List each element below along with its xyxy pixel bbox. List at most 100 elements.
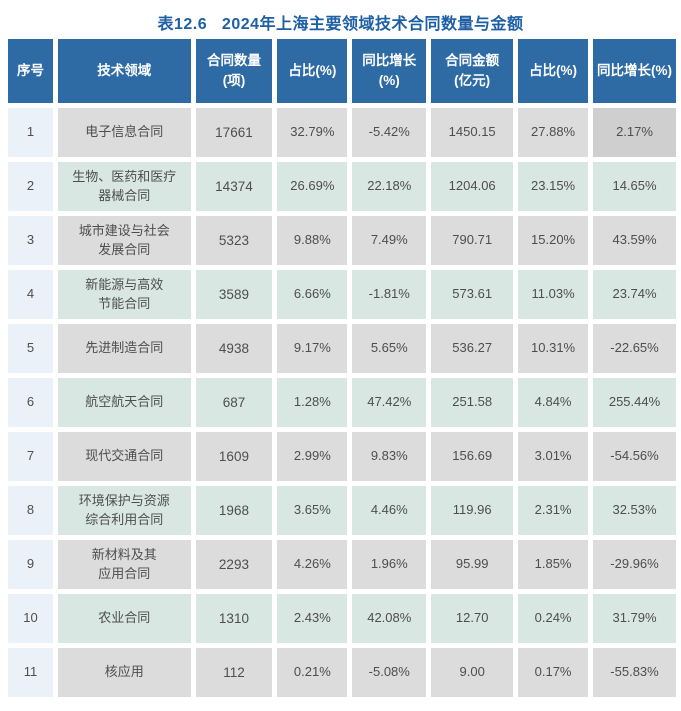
table-cell: 0.21% bbox=[277, 648, 348, 697]
table-cell: 31.79% bbox=[593, 594, 676, 643]
table-cell: 22.18% bbox=[352, 162, 427, 211]
table-cell: 119.96 bbox=[431, 486, 514, 535]
table-cell: 11.03% bbox=[518, 270, 589, 319]
table-row: 3 城市建设与社会 发展合同 5323 9.88% 7.49% 790.71 15.20% 4… bbox=[8, 216, 676, 265]
table-cell: 农业合同 bbox=[57, 594, 191, 643]
header-cell-contract-count: 合同数量 (项) bbox=[195, 39, 273, 103]
table-cell: -55.83% bbox=[593, 648, 676, 697]
table-cell: 5323 bbox=[195, 216, 273, 265]
table-cell: 新材料及其 应用合同 bbox=[57, 540, 191, 589]
table-cell: 95.99 bbox=[431, 540, 514, 589]
table-cell: 790.71 bbox=[431, 216, 514, 265]
row-index-cell: 9 bbox=[8, 540, 53, 589]
table-cell: 42.08% bbox=[352, 594, 427, 643]
table-cell: 687 bbox=[195, 378, 273, 427]
header-cell-index: 序号 bbox=[8, 39, 53, 103]
table-cell: 5.65% bbox=[352, 324, 427, 373]
table-cell: -29.96% bbox=[593, 540, 676, 589]
table-row: 8 环境保护与资源 综合利用合同 1968 3.65% 4.46% 119.96 2.31%… bbox=[8, 486, 676, 535]
table-row: 2 生物、医药和医疗 器械合同 14374 26.69% 22.18% 1204.06 23… bbox=[8, 162, 676, 211]
table-cell: -5.08% bbox=[352, 648, 427, 697]
row-index-cell: 5 bbox=[8, 324, 53, 373]
table-cell: 4.46% bbox=[352, 486, 427, 535]
table-cell: 2.31% bbox=[518, 486, 589, 535]
table-cell: 9.83% bbox=[352, 432, 427, 481]
table-row: 10 农业合同 1310 2.43% 42.08% 12.70 0.24% 31.79% bbox=[8, 594, 676, 643]
row-index-cell: 1 bbox=[8, 108, 53, 157]
table-cell: 1968 bbox=[195, 486, 273, 535]
table-cell: 251.58 bbox=[431, 378, 514, 427]
table-cell: 2293 bbox=[195, 540, 273, 589]
table-cell: 航空航天合同 bbox=[57, 378, 191, 427]
header-cell-amount-share: 占比(%) bbox=[518, 39, 589, 103]
table-cell: 3.65% bbox=[277, 486, 348, 535]
table-row: 6 航空航天合同 687 1.28% 47.42% 251.58 4.84% 255.44% bbox=[8, 378, 676, 427]
table-cell: 32.79% bbox=[277, 108, 348, 157]
page-title: 表12.6 2024年上海主要领域技术合同数量与金额 bbox=[157, 16, 524, 33]
table-cell: 1.85% bbox=[518, 540, 589, 589]
table-cell: 电子信息合同 bbox=[57, 108, 191, 157]
row-index-cell: 2 bbox=[8, 162, 53, 211]
table-cell: 6.66% bbox=[277, 270, 348, 319]
table-cell: 9.00 bbox=[431, 648, 514, 697]
row-index-cell: 6 bbox=[8, 378, 53, 427]
table-cell: 2.43% bbox=[277, 594, 348, 643]
table-cell: 0.17% bbox=[518, 648, 589, 697]
table-cell: 26.69% bbox=[277, 162, 348, 211]
table-cell: 32.53% bbox=[593, 486, 676, 535]
row-index-cell: 8 bbox=[8, 486, 53, 535]
row-index-cell: 3 bbox=[8, 216, 53, 265]
table-cell: -22.65% bbox=[593, 324, 676, 373]
header-cell-contract-amount: 合同金额 (亿元) bbox=[431, 39, 514, 103]
table-row: 4 新能源与高效 节能合同 3589 6.66% -1.81% 573.61 11.03% 2… bbox=[8, 270, 676, 319]
table-cell: 255.44% bbox=[593, 378, 676, 427]
contracts-table: 序号 技术领域 合同数量 (项) 占比(%) 同比增长 (%) 合同金额 (亿元… bbox=[3, 34, 681, 702]
table-cell: 4.26% bbox=[277, 540, 348, 589]
table-cell: 47.42% bbox=[352, 378, 427, 427]
table-row: 11 核应用 112 0.21% -5.08% 9.00 0.17% -55.83% bbox=[8, 648, 676, 697]
table-cell: 新能源与高效 节能合同 bbox=[57, 270, 191, 319]
table-cell: 3.01% bbox=[518, 432, 589, 481]
table-cell: 先进制造合同 bbox=[57, 324, 191, 373]
table-cell: 4938 bbox=[195, 324, 273, 373]
table-cell: -5.42% bbox=[352, 108, 427, 157]
table-cell: 7.49% bbox=[352, 216, 427, 265]
table-cell: 1450.15 bbox=[431, 108, 514, 157]
table-cell: 9.17% bbox=[277, 324, 348, 373]
table-cell: -1.81% bbox=[352, 270, 427, 319]
header-cell-count-share: 占比(%) bbox=[277, 39, 348, 103]
table-cell: 2.17% bbox=[593, 108, 676, 157]
table-cell: 156.69 bbox=[431, 432, 514, 481]
table-cell: 23.74% bbox=[593, 270, 676, 319]
table-row: 9 新材料及其 应用合同 2293 4.26% 1.96% 95.99 1.85% -29.9… bbox=[8, 540, 676, 589]
table-cell: 环境保护与资源 综合利用合同 bbox=[57, 486, 191, 535]
table-cell: 12.70 bbox=[431, 594, 514, 643]
header-cell-field: 技术领域 bbox=[57, 39, 191, 103]
table-cell: 14.65% bbox=[593, 162, 676, 211]
table-header-row: 序号 技术领域 合同数量 (项) 占比(%) 同比增长 (%) 合同金额 (亿元… bbox=[8, 39, 676, 103]
table-cell: 核应用 bbox=[57, 648, 191, 697]
table-cell: 14374 bbox=[195, 162, 273, 211]
table-cell: 现代交通合同 bbox=[57, 432, 191, 481]
row-index-cell: 7 bbox=[8, 432, 53, 481]
table-cell: 1.96% bbox=[352, 540, 427, 589]
table-cell: 1.28% bbox=[277, 378, 348, 427]
table-cell: 17661 bbox=[195, 108, 273, 157]
header-cell-amount-yoy: 同比增长(%) bbox=[593, 39, 676, 103]
table-cell: 2.99% bbox=[277, 432, 348, 481]
table-cell: 4.84% bbox=[518, 378, 589, 427]
table-cell: 1310 bbox=[195, 594, 273, 643]
table-row: 5 先进制造合同 4938 9.17% 5.65% 536.27 10.31% -22.65% bbox=[8, 324, 676, 373]
table-cell: 536.27 bbox=[431, 324, 514, 373]
table-cell: 生物、医药和医疗 器械合同 bbox=[57, 162, 191, 211]
table-cell: 0.24% bbox=[518, 594, 589, 643]
row-index-cell: 4 bbox=[8, 270, 53, 319]
table-cell: -54.56% bbox=[593, 432, 676, 481]
table-row: 1 电子信息合同 17661 32.79% -5.42% 1450.15 27.88% 2.1… bbox=[8, 108, 676, 157]
table-cell: 1609 bbox=[195, 432, 273, 481]
table-cell: 27.88% bbox=[518, 108, 589, 157]
table-row: 7 现代交通合同 1609 2.99% 9.83% 156.69 3.01% -54.56% bbox=[8, 432, 676, 481]
table-cell: 43.59% bbox=[593, 216, 676, 265]
table-cell: 10.31% bbox=[518, 324, 589, 373]
